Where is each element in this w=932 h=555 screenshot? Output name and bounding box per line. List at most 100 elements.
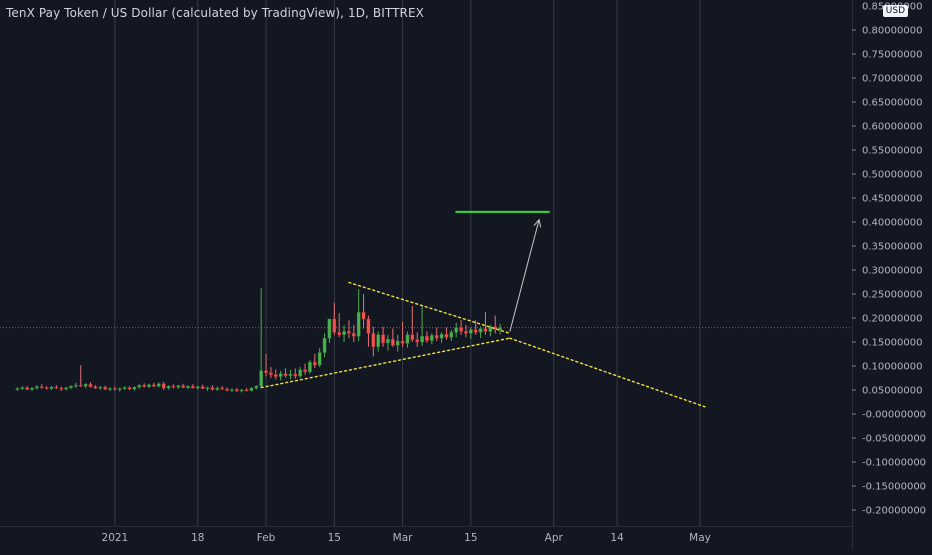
candle-down [410, 306, 415, 342]
x-tick-label: Mar [393, 532, 413, 544]
y-tick-label: 0.35000000 [862, 242, 922, 253]
candle-up [469, 327, 473, 340]
candle-down [127, 386, 132, 390]
candle-up [449, 330, 454, 342]
candle-body [473, 329, 478, 333]
candle-body [469, 329, 473, 334]
candle-up [122, 386, 127, 390]
candle-body [244, 389, 249, 392]
candle-down [44, 386, 49, 390]
candle-body [54, 386, 59, 389]
candle-body [327, 318, 332, 339]
candle-down [371, 326, 376, 357]
candle-up [117, 387, 122, 392]
candle-up [30, 387, 34, 391]
candle-up [386, 334, 390, 351]
y-tick-label: -0.15000000 [862, 482, 926, 493]
candle-up [230, 388, 234, 392]
candle-down [264, 354, 268, 377]
candle-up [64, 387, 68, 391]
candle-down [337, 313, 341, 338]
candle-body [366, 318, 371, 334]
candle-down [59, 386, 64, 391]
candle-body [274, 374, 278, 377]
x-tick-label: 14 [610, 532, 624, 544]
candle-body [171, 385, 176, 388]
candle-down [220, 386, 224, 390]
candle-body [371, 333, 376, 347]
candle-up [498, 323, 502, 335]
candle-body [264, 370, 268, 373]
candle-body [322, 337, 327, 353]
candle-body [93, 386, 98, 389]
candle-body [430, 335, 434, 341]
candle-body [137, 385, 142, 388]
candle-body [303, 369, 307, 372]
candle-up [156, 382, 161, 388]
lower-trendline [260, 337, 511, 389]
candle-body [459, 327, 463, 332]
candle-up [259, 288, 263, 388]
candle-body [205, 387, 210, 389]
candle-up [395, 334, 400, 352]
x-tick-label: 15 [328, 532, 341, 544]
candle-down [103, 385, 107, 390]
candle-body [254, 385, 259, 389]
y-tick-label: 0.15000000 [862, 338, 922, 349]
candle-body [239, 389, 244, 392]
candle-up [69, 385, 73, 390]
candle-down [381, 326, 385, 347]
candle-body [478, 328, 483, 333]
candle-down [54, 385, 59, 390]
candle-body [44, 387, 49, 389]
candle-down [459, 319, 463, 335]
candle-down [434, 327, 439, 342]
chart-title: TenX Pay Token / US Dollar (calculated b… [6, 6, 424, 20]
candle-body [152, 384, 156, 387]
candle-body [444, 334, 449, 338]
candle-body [181, 385, 185, 388]
y-tick-label: 0.70000000 [862, 74, 922, 85]
candle-body [74, 385, 78, 387]
y-tick-label: 0.65000000 [862, 98, 922, 109]
y-tick-label: 0.75000000 [862, 50, 922, 61]
candle-body [83, 384, 88, 387]
candle-up [288, 369, 293, 380]
y-tick-label: 0.20000000 [862, 314, 922, 325]
candle-up [239, 389, 244, 393]
candle-up [317, 347, 322, 367]
candle-body [400, 340, 405, 344]
candle-up [439, 332, 444, 343]
candle-down [25, 386, 29, 390]
candle-up [430, 333, 434, 345]
candle-body [317, 352, 322, 366]
candle-body [386, 338, 390, 344]
candle-down [181, 383, 185, 389]
y-tick-label: 0.25000000 [862, 290, 922, 301]
candle-body [381, 334, 385, 344]
candle-down [366, 315, 371, 347]
candle-down [210, 385, 215, 391]
y-tick-label: -0.10000000 [862, 458, 926, 469]
candle-down [425, 331, 429, 343]
candle-body [200, 386, 205, 389]
candle-down [313, 354, 317, 368]
candle-body [108, 388, 112, 390]
y-tick-label: 0.05000000 [862, 386, 922, 397]
y-tick-label: 0.80000000 [862, 26, 922, 37]
candle-body [249, 387, 254, 391]
candle-up [322, 333, 327, 358]
candle-down [293, 368, 298, 379]
currency-badge[interactable]: USD [882, 5, 908, 17]
candle-down [391, 328, 395, 347]
candle-up [83, 383, 88, 389]
candle-body [347, 331, 351, 334]
upper-trendline [348, 281, 511, 335]
candle-body [15, 388, 20, 390]
candle-up [488, 324, 493, 337]
candle-up [298, 366, 302, 378]
candle-up [35, 385, 39, 390]
candle-body [234, 389, 239, 392]
